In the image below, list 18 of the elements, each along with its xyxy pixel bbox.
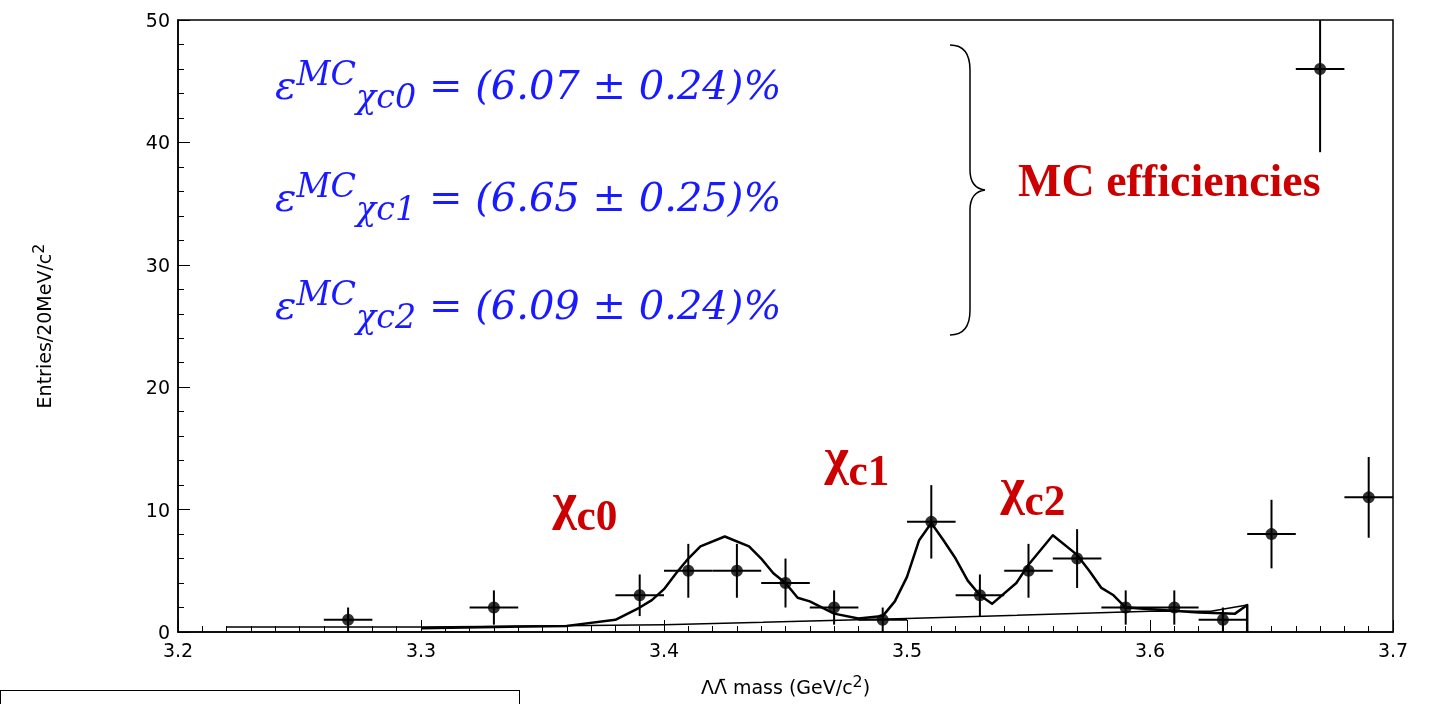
y-tick-label: 50: [145, 9, 170, 31]
y-tick-label: 40: [145, 131, 170, 154]
annotation: MC efficiencies: [1018, 153, 1321, 207]
y-tick-label: 20: [145, 376, 170, 399]
annotation: χ$_{c2}$: [1000, 456, 1066, 525]
x-tick-label: 3.4: [648, 638, 680, 661]
annotation: ε$^{MC}$$_{χc1}$ = (6.65 ± 0.25)%: [275, 165, 782, 229]
annotation: ε$^{MC}$$_{χc0}$ = (6.07 ± 0.24)%: [275, 53, 782, 117]
annotation: ε$^{MC}$$_{χc2}$ = (6.09 ± 0.24)%: [275, 273, 782, 337]
y-tick-label: 30: [145, 253, 170, 276]
annotation: χ$_{c1}$: [824, 426, 890, 495]
x-tick-label: 3.6: [1134, 638, 1166, 661]
annotation: χ$_{c0}$: [552, 471, 618, 540]
x-tick-label: 3.3: [405, 638, 437, 661]
y-tick-label: 10: [145, 498, 170, 521]
x-axis-title: ΛΛ̄ mass (GeV/c$^{2}$): [700, 672, 871, 699]
x-tick-label: 3.7: [1377, 638, 1409, 661]
x-tick-label: 3.5: [891, 638, 923, 661]
